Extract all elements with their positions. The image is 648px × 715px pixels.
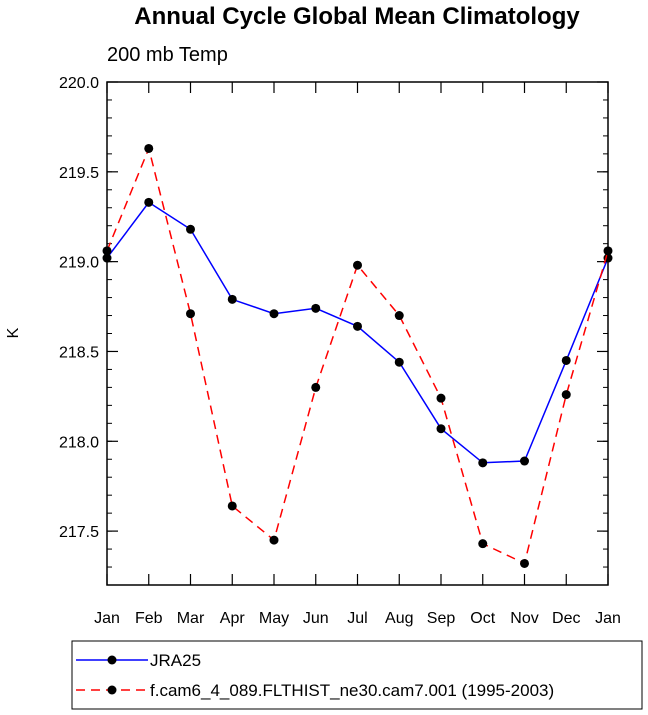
- x-tick-label: May: [259, 610, 289, 627]
- x-tick-label: Jul: [347, 610, 367, 627]
- data-point-series-1: [478, 458, 488, 468]
- legend: JRA25 f.cam6_4_089.FLTHIST_ne30.cam7.001 …: [76, 651, 554, 700]
- x-tick-label: Jan: [595, 610, 621, 627]
- data-point-series-1: [353, 321, 362, 331]
- data-point-series-1: [520, 456, 529, 466]
- data-point-series-2: [311, 382, 321, 392]
- data-point-series-1: [227, 294, 237, 304]
- x-tick-label: Nov: [510, 610, 538, 627]
- x-tick-label: Mar: [177, 610, 205, 627]
- x-tick-label: Sep: [427, 610, 456, 627]
- minor-ticks: [107, 81, 608, 586]
- series-line-1: [106, 201, 609, 464]
- data-point-series-1: [186, 224, 195, 234]
- y-tick-label: 219.5: [59, 165, 99, 182]
- data-point-series-2: [436, 393, 446, 403]
- data-point-series-1: [269, 309, 279, 319]
- series-line-2: [106, 146, 609, 565]
- data-point-series-2: [353, 260, 362, 270]
- legend-box: [71, 640, 643, 710]
- data-point-series-1: [311, 303, 321, 313]
- plot-frame: [106, 81, 609, 586]
- y-tick-label: 217.5: [59, 524, 99, 541]
- y-tick-labels: 217.5 218.0 218.5 219.0 219.5 220.0: [59, 75, 99, 541]
- legend-marker-1: [107, 655, 117, 665]
- data-point-series-2: [186, 309, 195, 319]
- x-tick-labels: Jan Feb Mar Apr May Jun Jul Aug Sep Oct Nov Dec Jan: [94, 610, 621, 627]
- data-point-series-2: [144, 143, 154, 153]
- series-layer: [102, 143, 613, 568]
- major-ticks: [106, 81, 609, 585]
- legend-label-1: JRA25: [150, 651, 201, 670]
- x-tick-label: Feb: [135, 610, 163, 627]
- data-point-series-2: [394, 311, 404, 321]
- y-tick-label: 218.5: [59, 344, 99, 361]
- data-point-series-1: [144, 197, 154, 207]
- data-point-series-2: [520, 558, 529, 568]
- x-tick-label: Jun: [303, 610, 329, 627]
- data-point-series-1: [394, 357, 404, 367]
- chart-title: Annual Cycle Global Mean Climatology: [134, 3, 580, 30]
- data-point-series-2: [561, 390, 571, 400]
- x-tick-label: Dec: [552, 610, 580, 627]
- chart-subtitle: 200 mb Temp: [107, 44, 228, 66]
- y-axis-label: K: [5, 327, 22, 338]
- data-point-series-1: [436, 424, 446, 434]
- data-point-series-2: [269, 535, 279, 545]
- legend-label-2: f.cam6_4_089.FLTHIST_ne30.cam7.001 (1995…: [150, 681, 554, 700]
- y-tick-label: 220.0: [59, 75, 99, 92]
- x-tick-label: Oct: [470, 610, 495, 627]
- x-tick-label: Aug: [385, 610, 413, 627]
- legend-marker-2: [107, 685, 117, 695]
- y-tick-label: 219.0: [59, 255, 99, 272]
- data-point-series-1: [561, 355, 571, 365]
- data-point-series-2: [227, 501, 237, 511]
- x-tick-label: Apr: [220, 610, 246, 627]
- data-point-series-2: [478, 539, 488, 549]
- x-tick-label: Jan: [94, 610, 120, 627]
- y-tick-label: 218.0: [59, 434, 99, 451]
